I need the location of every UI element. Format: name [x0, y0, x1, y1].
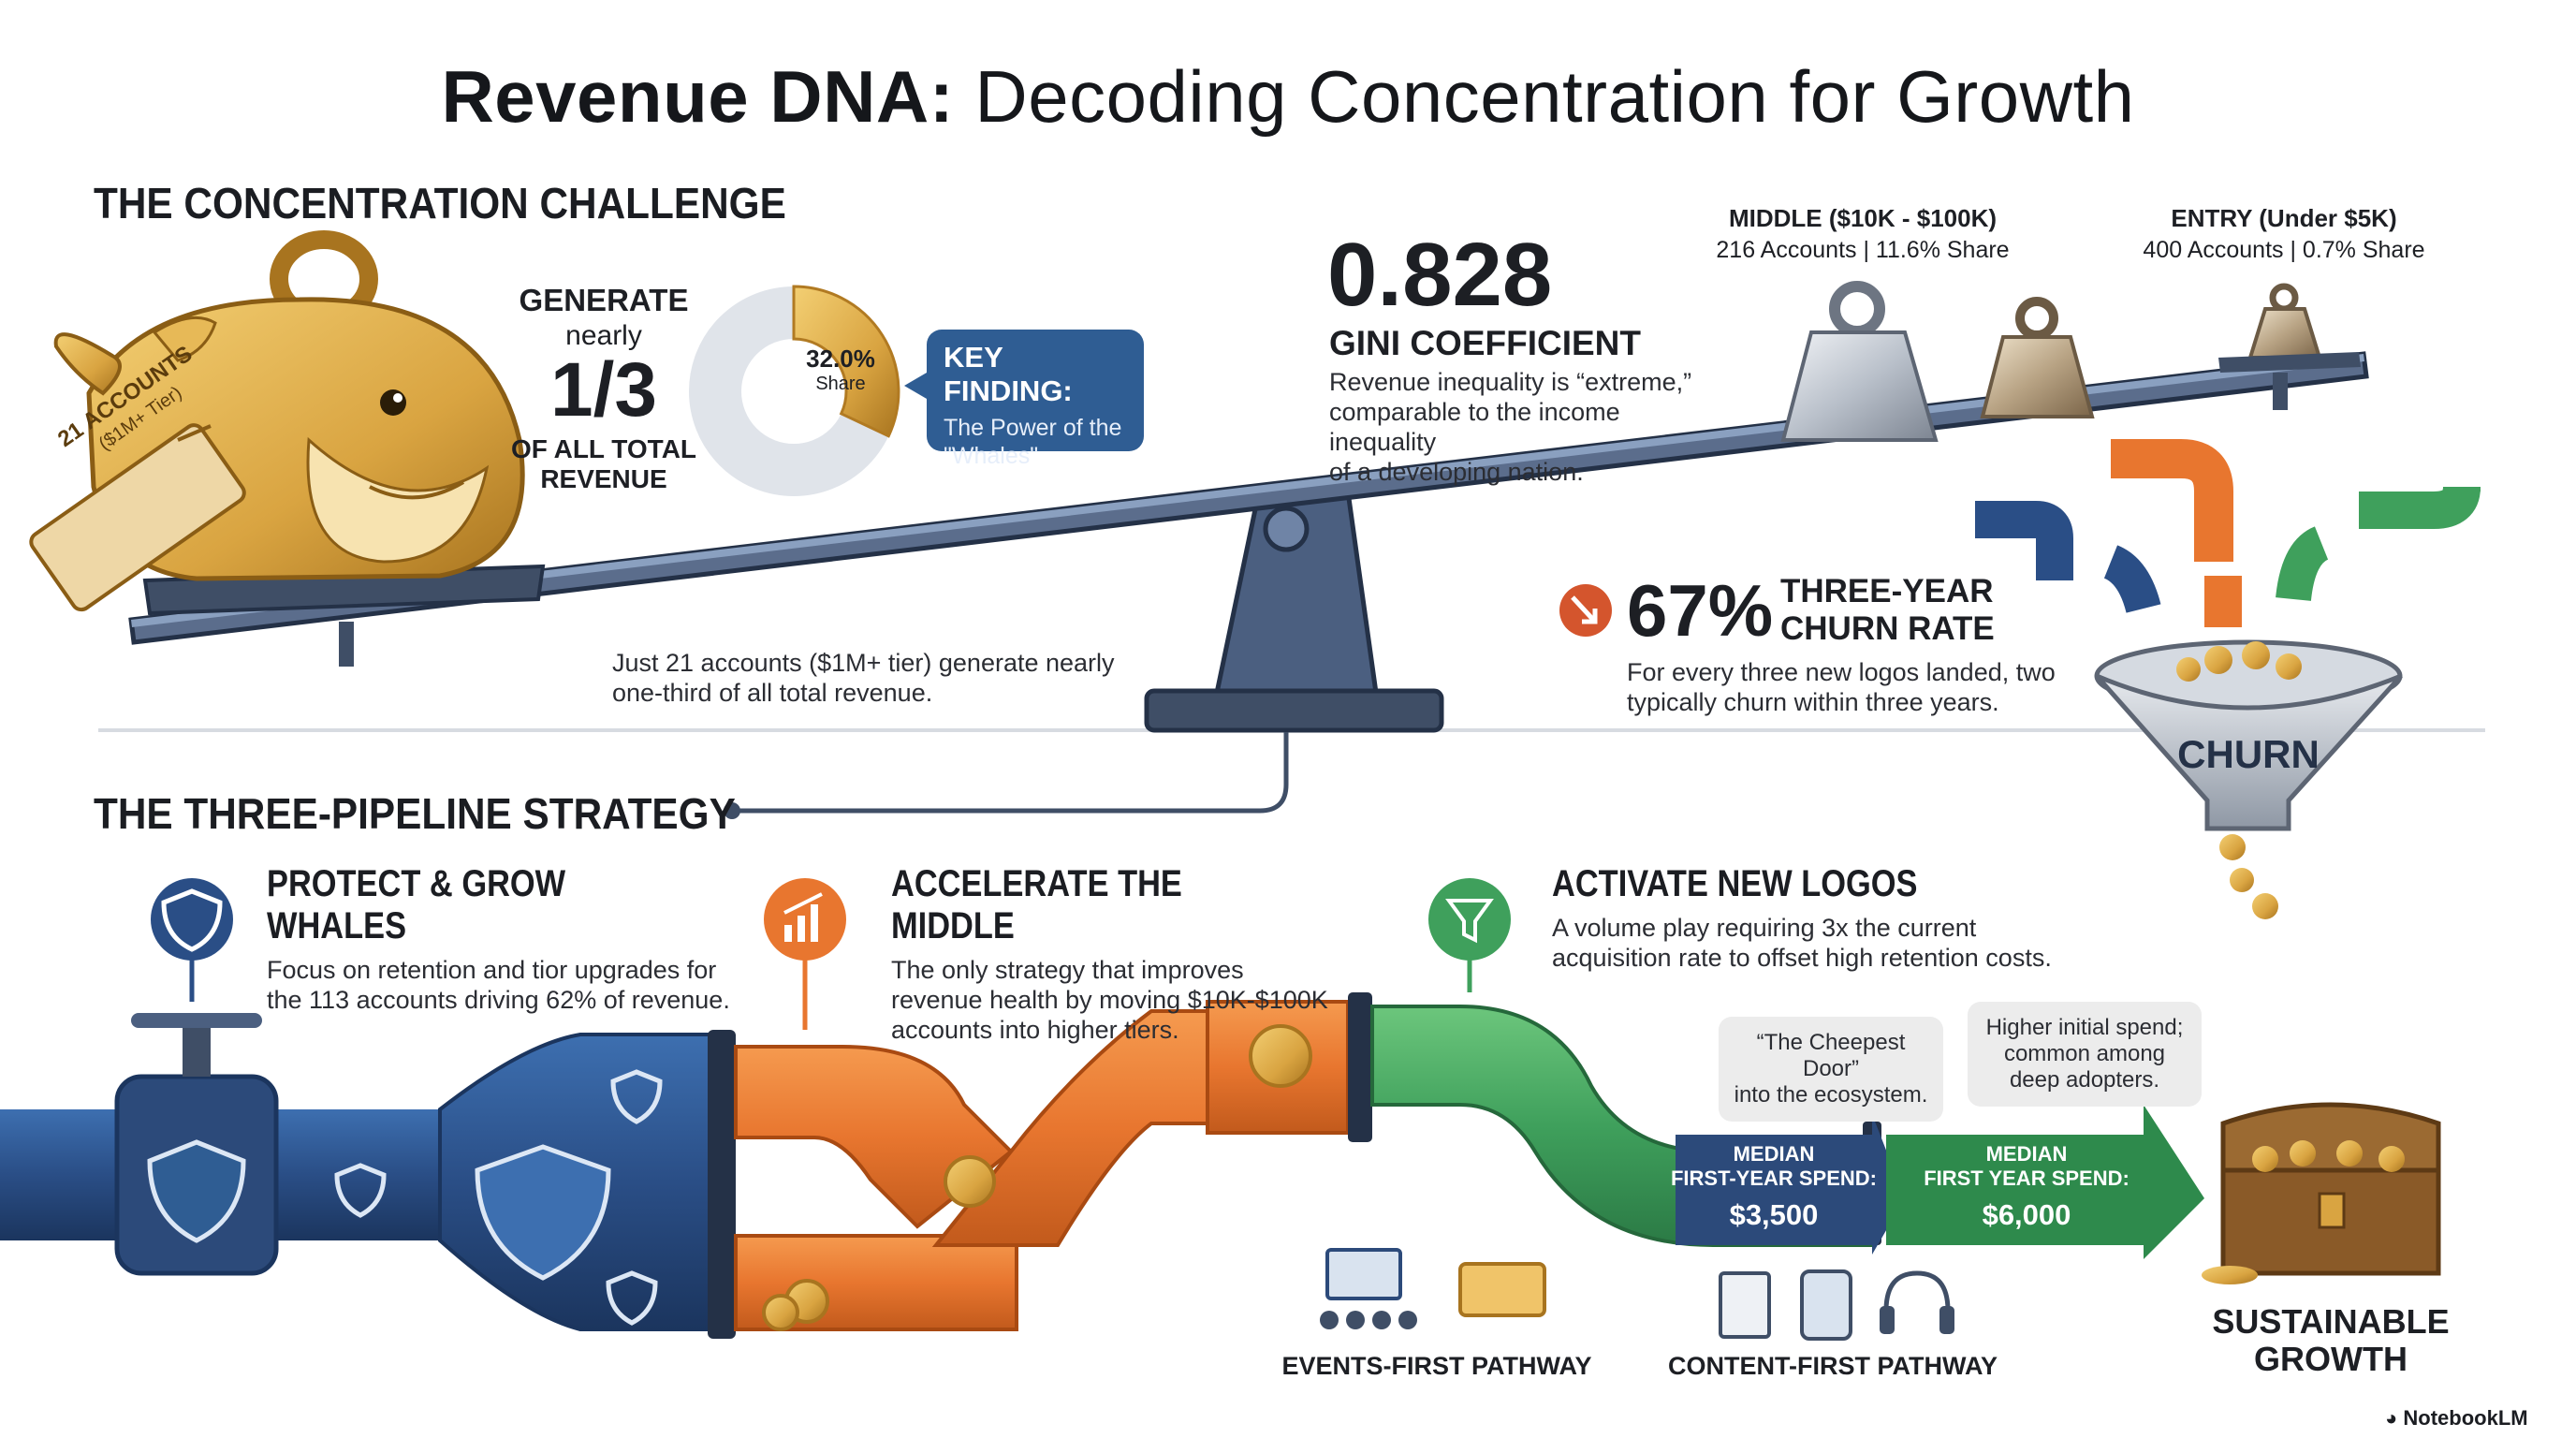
callout-line: deep adopters. — [2009, 1067, 2160, 1093]
churn-label: THREE-YEAR CHURN RATE — [1780, 573, 1995, 648]
pipeline-item-title: PROTECT & GROW WHALES — [267, 863, 566, 946]
whale-weight — [29, 230, 546, 616]
arrow-value: $6,000 — [1982, 1198, 2071, 1231]
coin-icon — [1249, 1024, 1312, 1088]
callout-cheapest-door: “The Cheepest Door” into the ecosystem. — [1719, 1017, 1943, 1122]
tier-entry: ENTRY (Under $5K) 400 Accounts | 0.7% Sh… — [2125, 204, 2443, 264]
callout-line: into the ecosystem. — [1734, 1082, 1928, 1108]
coin-icon — [944, 1155, 996, 1208]
pipeline-item-desc: Focus on retention and tior upgrades for — [267, 956, 717, 984]
pipeline-item-desc: A volume play requiring 3x the current — [1552, 914, 1977, 942]
tier-detail: 400 Accounts | 0.7% Share — [2143, 237, 2425, 263]
concentration-footnote: Just 21 accounts ($1M+ tier) generate ne… — [612, 648, 1136, 708]
funnel-icon — [1428, 878, 1511, 992]
pipeline-item-desc: the 113 accounts driving 62% of revenue. — [267, 986, 730, 1014]
content-icon — [1719, 1269, 1954, 1341]
concentration-heading: THE CONCENTRATION CHALLENGE — [94, 179, 786, 227]
middle-tier-weight — [1780, 281, 1939, 442]
pipeline-item-title: ACCELERATE THE MIDDLE — [891, 863, 1182, 946]
gini-desc-line: comparable to the income inequality — [1329, 398, 1620, 456]
tier-middle: MIDDLE ($10K - $100K) 216 Accounts | 11.… — [1704, 204, 2022, 264]
seesaw-fulcrum — [1144, 489, 1444, 733]
brand-logo: ◕ NotebookLM — [2385, 1406, 2528, 1431]
generate-line4: REVENUE — [540, 464, 667, 493]
upper-tier-weight — [1980, 297, 2095, 418]
pipeline-item-title: ACTIVATE NEW LOGOS — [1552, 863, 1918, 904]
arrow-line2: FIRST YEAR SPEND: — [1924, 1167, 2130, 1190]
notebook-icon: ◕ — [2385, 1406, 2404, 1430]
callout-line: “The Cheepest Door” — [1756, 1030, 1906, 1081]
key-finding-line2: "Whales" — [944, 443, 1039, 469]
pipeline-heading: THE THREE-PIPELINE STRATEGY — [94, 789, 736, 838]
gini-value: 0.828 — [1327, 225, 1553, 325]
main-pipeline — [0, 992, 1881, 1339]
events-pathway-label: EVENTS-FIRST PATHWAY — [1281, 1352, 1592, 1380]
callout-line: common among — [2003, 1041, 2166, 1066]
brand-name: NotebookLM — [2403, 1406, 2528, 1430]
outcome-label: SUSTAINABLE GROWTH — [2190, 1303, 2471, 1378]
generate-line3: OF ALL TOTAL — [510, 434, 697, 463]
arrow-line1: MEDIAN — [1985, 1142, 2068, 1166]
arrow-value: $3,500 — [1729, 1198, 1819, 1231]
coin-icon — [762, 1294, 799, 1331]
content-pathway-label: CONTENT-FIRST PATHWAY — [1667, 1352, 1998, 1380]
key-finding-title: KEY FINDING: — [944, 341, 1073, 407]
key-finding-box — [927, 330, 1144, 451]
churn-label-line1: THREE-YEAR — [1780, 573, 1994, 609]
generate-line1: GENERATE — [519, 283, 689, 317]
key-finding: KEY FINDING: The Power of the "Whales" — [944, 341, 1135, 470]
generate-stat: GENERATE nearly 1/3 OF ALL TOTAL REVENUE — [505, 283, 702, 494]
arrow-line2: FIRST-YEAR SPEND: — [1670, 1167, 1878, 1190]
tier-detail: 216 Accounts | 11.6% Share — [1716, 237, 2010, 263]
pipeline-item-desc: acquisition rate to offset high retentio… — [1552, 944, 2052, 972]
donut-value: 32.0% — [806, 345, 875, 373]
pipeline-item-desc: The only strategy that improves — [891, 956, 1244, 984]
gini-desc-line: Revenue inequality is “extreme,” — [1329, 368, 1692, 396]
gini-desc-line: of a developing nation. — [1329, 458, 1584, 486]
churn-funnel-label: CHURN — [2177, 732, 2320, 776]
footnote-line1: Just 21 accounts ($1M+ tier) generate ne… — [612, 649, 1115, 677]
churn-value: 67% — [1627, 569, 1774, 652]
churn-funnel — [2094, 639, 2403, 919]
tier-name: MIDDLE ($10K - $100K) — [1728, 204, 1998, 232]
shield-dollar-icon — [151, 878, 233, 1002]
spend-arrow-1 — [1676, 1114, 1905, 1255]
callout-higher-spend: Higher initial spend; common among deep … — [1968, 1002, 2202, 1107]
arrow-1-label: MEDIAN FIRST-YEAR SPEND: $3,500 — [1647, 1142, 1900, 1232]
events-icon — [1320, 1248, 1546, 1329]
gini-description: Revenue inequality is “extreme,” compara… — [1329, 367, 1722, 487]
page-title: Revenue DNA: Decoding Concentration for … — [441, 55, 2135, 138]
generate-line2: nearly — [565, 320, 642, 351]
churn-description: For every three new logos landed, two ty… — [1627, 657, 2067, 717]
donut-label: 32.0% Share — [794, 345, 887, 395]
churn-desc-line: For every three new logos landed, two — [1627, 658, 2056, 686]
pipeline-item-whales: PROTECT & GROW WHALES Focus on retention… — [267, 863, 754, 1015]
outcome-line2: GROWTH — [2254, 1340, 2408, 1378]
arrow-2-label: MEDIAN FIRST YEAR SPEND: $6,000 — [1900, 1142, 2153, 1232]
broken-pipes — [1975, 439, 2481, 627]
growth-chart-icon — [764, 878, 846, 1030]
arrow-line1: MEDIAN — [1733, 1142, 1815, 1166]
pipeline-item-desc: revenue health by moving $10K-$100K — [891, 986, 1328, 1014]
connector-line — [732, 732, 1289, 814]
donut-chart — [689, 285, 900, 496]
gini-label: GINI COEFFICIENT — [1329, 324, 1641, 362]
churn-label-line2: CHURN RATE — [1780, 610, 1995, 647]
spend-arrow-2 — [1886, 1105, 2204, 1259]
outcome-line1: SUSTAINABLE — [2212, 1302, 2450, 1341]
churn-desc-line: typically churn within three years. — [1627, 688, 1999, 716]
pipeline-item-desc: accounts into higher tiers. — [891, 1016, 1179, 1044]
footnote-line2: one-third of all total revenue. — [612, 679, 933, 707]
entry-tier-weight — [2218, 283, 2361, 373]
shield-icon — [147, 1069, 663, 1326]
treasure-chest — [2202, 1102, 2441, 1284]
tier-name: ENTRY (Under $5K) — [2171, 204, 2397, 232]
pipeline-item-middle: ACCELERATE THE MIDDLE The only strategy … — [891, 863, 1378, 1045]
generate-fraction: 1/3 — [550, 347, 657, 433]
donut-sub-label: Share — [815, 374, 866, 394]
pipeline-item-new-logos: ACTIVATE NEW LOGOS A volume play requiri… — [1552, 863, 2114, 973]
key-finding-line1: The Power of the — [944, 415, 1122, 441]
callout-line: Higher initial spend; — [1985, 1015, 2184, 1040]
